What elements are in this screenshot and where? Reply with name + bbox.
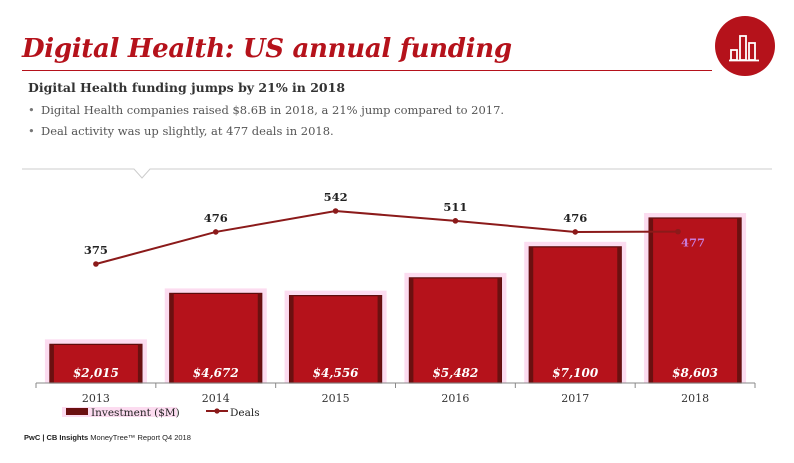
- deals-value-label: 542: [324, 190, 348, 204]
- section-divider: [22, 168, 772, 179]
- bullet-text: Digital Health companies raised $8.6B in…: [41, 103, 505, 117]
- x-tick-label: 2014: [202, 392, 230, 405]
- bar-shade: [289, 295, 294, 383]
- bar-shade: [529, 246, 534, 383]
- bar-2014: [169, 292, 263, 384]
- bullet-item: • Deal activity was up slightly, at 477 d…: [28, 121, 504, 142]
- deals-value-label: 511: [443, 200, 467, 214]
- deals-point: [332, 208, 339, 214]
- bar-shade: [377, 295, 382, 383]
- bullet-dot: •: [28, 124, 35, 138]
- legend-swatch-investment: [66, 408, 88, 415]
- bar-shade: [737, 218, 742, 383]
- footer-text: MoneyTree™ Report Q4 2018: [90, 433, 191, 442]
- deals-point: [452, 218, 459, 224]
- footer-brand: PwC | CB Insights: [24, 433, 89, 442]
- bar-shade: [257, 293, 262, 383]
- x-tick-label: 2017: [561, 392, 589, 405]
- bar-value-label: $2,015: [73, 366, 119, 380]
- deals-point: [93, 261, 99, 267]
- bar-shade: [409, 277, 414, 383]
- x-tick-label: 2016: [441, 392, 469, 405]
- bullet-list: • Digital Health companies raised $8.6B i…: [28, 100, 504, 142]
- x-tick-label: 2018: [681, 392, 709, 405]
- bar-shade: [169, 293, 174, 383]
- page-title: Digital Health: US annual funding: [22, 34, 512, 64]
- deals-point: [675, 228, 681, 235]
- bullet-text: Deal activity was up slightly, at 477 de…: [41, 124, 334, 138]
- title-rule: [22, 70, 712, 71]
- bar-value-label: $8,603: [672, 366, 718, 380]
- bar-2017: [528, 246, 622, 384]
- deals-value-label: 476: [563, 211, 587, 225]
- bar-value-label: $4,556: [313, 366, 360, 380]
- bar-2018: [648, 217, 742, 384]
- legend-swatch-deals-dot: [214, 408, 220, 414]
- bar-2016: [408, 277, 503, 384]
- deals-point: [572, 229, 579, 235]
- slide-subtitle: Digital Health funding jumps by 21% in 2…: [28, 80, 346, 95]
- footer: PwC | CB Insights MoneyTree™ Report Q4 2…: [24, 433, 191, 442]
- bullet-item: • Digital Health companies raised $8.6B i…: [28, 100, 504, 121]
- deals-value-label: 477: [681, 236, 705, 250]
- bar-value-label: $7,100: [552, 366, 599, 380]
- deals-point: [212, 229, 219, 235]
- legend-label-investment: Investment ($M): [91, 407, 180, 419]
- legend-label-deals: Deals: [230, 407, 260, 419]
- legend-highlight: [62, 407, 177, 417]
- deals-value-label: 375: [84, 243, 108, 257]
- bar-shade: [49, 344, 54, 383]
- bar-value-label: $4,672: [193, 366, 239, 380]
- x-tick-label: 2015: [322, 392, 350, 405]
- logo-badge: [715, 16, 775, 76]
- bar-chart-icon: [729, 35, 759, 62]
- bar-shade: [617, 246, 622, 383]
- bar-shade: [497, 277, 502, 383]
- deals-line: [95, 209, 679, 265]
- bullet-dot: •: [28, 103, 35, 117]
- bar-value-label: $5,482: [432, 366, 478, 380]
- x-tick-label: 2013: [82, 392, 110, 405]
- bar-shade: [649, 218, 654, 383]
- bar-shade: [137, 344, 142, 383]
- deals-value-label: 476: [204, 211, 228, 225]
